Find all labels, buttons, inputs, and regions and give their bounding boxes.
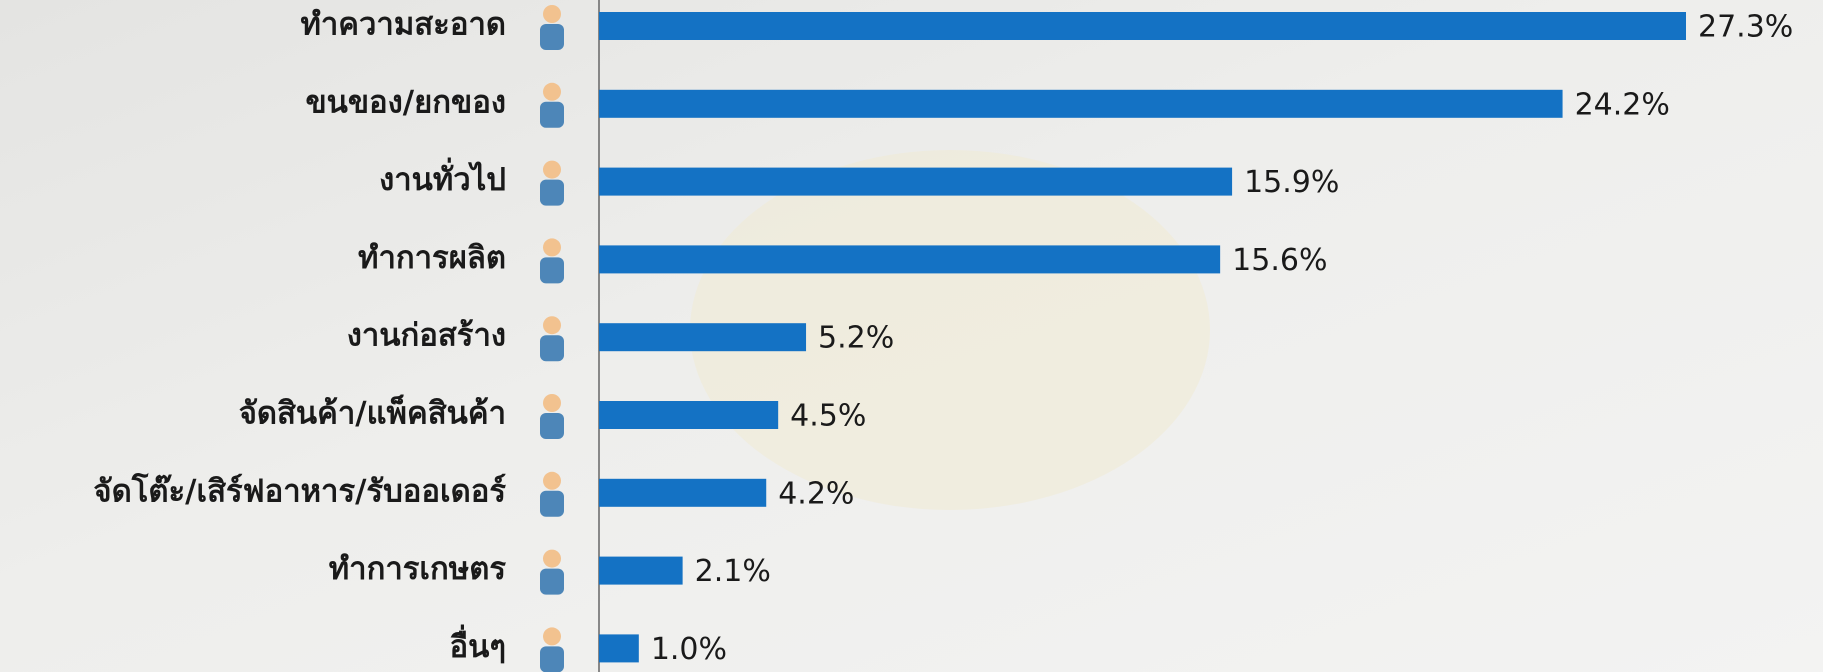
icon-head — [543, 5, 561, 23]
icon-head — [543, 394, 561, 412]
category-label: อื่นๆ — [450, 624, 506, 665]
bar — [599, 245, 1221, 274]
icon-head — [543, 471, 561, 490]
value-label: 15.9% — [1244, 165, 1339, 200]
value-label: 4.2% — [778, 476, 854, 511]
bar — [599, 478, 767, 507]
category-label: ทำความสะอาด — [300, 7, 506, 43]
bar — [599, 89, 1563, 118]
bar — [599, 323, 807, 352]
value-label: 27.3% — [1698, 10, 1793, 45]
icon-head — [543, 549, 561, 568]
icon-body — [540, 646, 564, 672]
category-label: งานทั่วไป — [379, 157, 506, 198]
value-label: 1.0% — [651, 632, 727, 667]
icon-body — [540, 257, 564, 284]
icon-body — [540, 413, 564, 439]
value-label: 2.1% — [695, 554, 771, 589]
icon-body — [540, 179, 564, 206]
icon-head — [543, 316, 561, 335]
icon-body — [540, 24, 564, 50]
value-label: 24.2% — [1575, 87, 1670, 122]
bar — [599, 167, 1233, 196]
icon-body — [540, 101, 564, 128]
value-label: 15.6% — [1232, 243, 1327, 278]
icon-head — [543, 160, 561, 179]
category-label: จัดสินค้า/แพ็คสินค้า — [239, 394, 506, 432]
value-label: 4.5% — [790, 399, 866, 434]
category-label: ขนของ/ยกของ — [305, 84, 506, 120]
bar — [599, 556, 683, 585]
icon-head — [543, 627, 561, 646]
category-label: ทำการผลิต — [358, 240, 506, 276]
category-label: งานก่อสร้าง — [347, 318, 506, 354]
value-label: 5.2% — [818, 321, 894, 356]
background-shape — [690, 150, 1210, 510]
category-label: จัดโต๊ะ/เสิร์ฟอาหาร/รับออเดอร์ — [93, 472, 506, 509]
bar — [599, 12, 1686, 40]
bar — [599, 401, 779, 429]
icon-body — [540, 335, 564, 362]
icon-body — [540, 568, 564, 595]
icon-head — [543, 82, 561, 101]
icon-head — [543, 238, 561, 257]
icon-body — [540, 490, 564, 517]
bar — [599, 634, 639, 663]
category-label: ทำการเกษตร — [329, 551, 507, 587]
